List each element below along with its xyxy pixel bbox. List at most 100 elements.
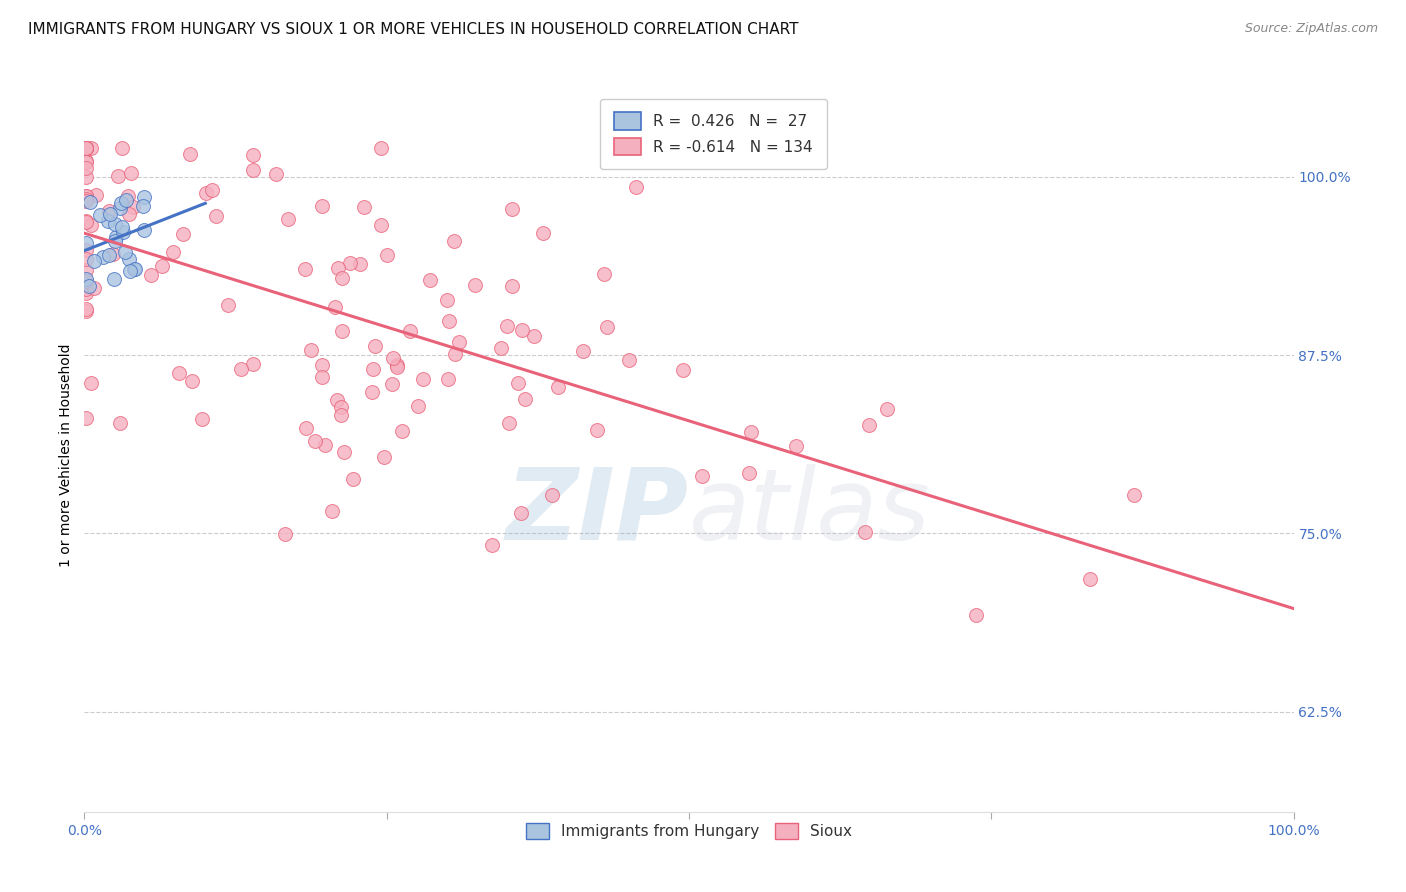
Point (132, 223, 155, 237)
Point (80, 141, 103, 155)
Point (108, 416, 131, 430)
Point (361, 385, 384, 400)
Point (111, 141, 134, 155)
Point (738, 466, 761, 480)
Point (75, 141, 97, 155)
Point (593, 267, 616, 281)
Point (118, 252, 141, 266)
Point (294, 421, 316, 435)
Point (447, 335, 470, 350)
Point (595, 319, 617, 334)
Text: atlas: atlas (689, 464, 931, 560)
Point (75, 301, 97, 316)
Point (381, 377, 404, 392)
Point (124, 262, 146, 277)
Text: Source: ZipAtlas.com: Source: ZipAtlas.com (1244, 22, 1378, 36)
Point (75, 235, 97, 250)
Point (464, 278, 486, 293)
Point (242, 357, 264, 371)
Point (242, 162, 264, 177)
Point (264, 167, 287, 181)
Y-axis label: 1 or more Vehicles in Household: 1 or more Vehicles in Household (59, 343, 73, 566)
Point (108, 201, 131, 215)
Point (80, 218, 103, 232)
Point (785, 439, 807, 453)
Text: ZIP: ZIP (506, 464, 689, 560)
Point (501, 279, 523, 293)
Point (523, 329, 546, 343)
Point (75, 189, 97, 203)
Point (104, 217, 127, 231)
Point (98, 207, 121, 221)
Point (330, 409, 353, 423)
Point (501, 202, 523, 217)
Point (118, 207, 141, 221)
Point (353, 201, 375, 215)
Point (172, 227, 194, 241)
Point (444, 347, 467, 361)
Point (370, 218, 392, 232)
Point (107, 169, 129, 184)
Point (103, 271, 125, 285)
Point (294, 262, 316, 277)
Point (349, 257, 371, 271)
Point (75, 411, 97, 425)
Point (1078, 572, 1101, 586)
Point (84, 188, 107, 202)
Point (242, 147, 264, 161)
Point (311, 358, 333, 372)
Point (342, 472, 364, 486)
Point (75, 252, 97, 266)
Point (506, 376, 529, 390)
Point (406, 399, 429, 413)
Point (382, 351, 405, 365)
Point (314, 438, 336, 452)
Point (75, 170, 97, 185)
Point (194, 186, 217, 200)
Point (75, 153, 97, 168)
Point (75, 192, 97, 206)
Point (412, 372, 434, 386)
Point (98, 204, 121, 219)
Point (419, 273, 441, 287)
Point (98, 248, 121, 262)
Point (75, 304, 97, 318)
Point (443, 234, 465, 248)
Point (515, 392, 537, 406)
Point (83, 253, 105, 268)
Point (858, 417, 880, 432)
Point (330, 271, 353, 285)
Point (329, 400, 352, 414)
Point (150, 259, 173, 273)
Point (80, 376, 103, 391)
Point (311, 370, 333, 384)
Point (104, 229, 127, 244)
Point (75, 271, 97, 285)
Point (75, 215, 97, 229)
Point (328, 260, 350, 275)
Point (75, 141, 97, 155)
Point (876, 401, 898, 416)
Point (75, 274, 97, 288)
Point (83, 281, 105, 295)
Point (495, 318, 517, 333)
Point (304, 434, 326, 448)
Point (131, 198, 153, 212)
Point (75, 188, 97, 202)
Point (363, 339, 385, 353)
Point (217, 298, 239, 312)
Point (853, 524, 876, 539)
Point (191, 412, 214, 426)
Point (385, 359, 408, 373)
Point (167, 366, 190, 380)
Point (75, 214, 97, 228)
Point (274, 527, 297, 541)
Point (498, 417, 520, 431)
Point (370, 141, 392, 155)
Point (111, 219, 134, 234)
Point (509, 506, 531, 520)
Point (481, 538, 503, 552)
Point (436, 293, 458, 307)
Point (586, 423, 609, 437)
Point (115, 193, 138, 207)
